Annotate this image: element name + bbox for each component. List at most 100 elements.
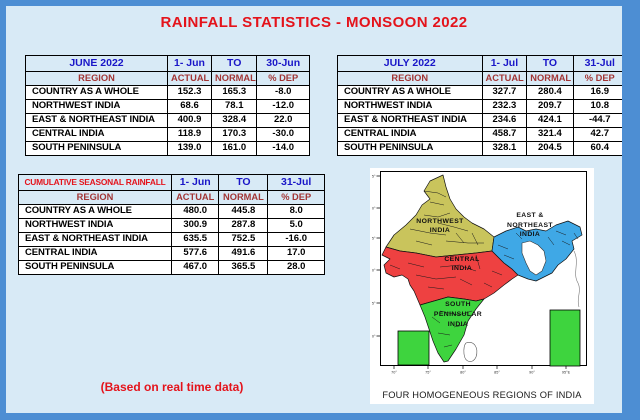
lat-tick-label: 35° [372,175,376,179]
label-central-line2: INDIA [452,265,473,272]
rainfall-table-july: JULY 2022 1- Jul TO 31-Jul REGION ACTUAL… [337,55,622,156]
rainfall-table-june: JUNE 2022 1- Jun TO 30-Jun REGION ACTUAL… [25,55,310,156]
label-south-line1: SOUTH [445,301,471,308]
label-northwest-line1: NORTHWEST [416,218,464,225]
lat-tick-label: 30° [372,207,376,211]
table-row: EAST & NORTHEAST INDIA 234.6 424.1 -44.7 [337,113,622,128]
label-east-line3: INDIA [520,231,541,238]
normal-cell: 752.5 [218,232,269,247]
lon-tick-label: 80° [460,371,466,375]
dep-cell: 10.8 [572,99,622,114]
dep-cell: 42.7 [572,127,622,142]
region-south-shape [419,296,485,363]
label-east-line1: EAST & [516,212,543,219]
actual-cell: 152.3 [166,85,213,100]
label-northwest-line2: INDIA [430,227,451,234]
col-actual: ACTUAL [170,190,220,205]
table-row: SOUTH PENINSULA 328.1 204.5 60.4 [337,141,622,156]
region-cell: EAST & NORTHEAST INDIA [337,113,483,128]
region-cell: NORTHWEST INDIA [25,99,168,114]
lon-tick-label: 75° [425,371,431,375]
date-to: 30-Jun [256,55,310,72]
period-label: JUNE 2022 [25,55,168,72]
table-row: NORTHWEST INDIA 68.6 78.1 -12.0 [25,99,310,114]
lon-tick-label: 90° [529,371,535,375]
table-period-row: JULY 2022 1- Jul TO 31-Jul [337,55,622,72]
lon-ticks [393,365,567,369]
table-row: EAST & NORTHEAST INDIA 635.5 752.5 -16.0 [18,232,325,247]
table-row: CENTRAL INDIA 118.9 170.3 -30.0 [25,127,310,142]
lakshadweep-inset-box [397,330,430,366]
table-row: CENTRAL INDIA 458.7 321.4 42.7 [337,127,622,142]
rainfall-table-cumulative: CUMULATIVE SEASONAL RAINFALL 1- Jun TO 3… [18,174,325,275]
actual-cell: 68.6 [166,99,213,114]
lat-tick-label: 20° [372,269,376,273]
col-normal: NORMAL [218,190,269,205]
date-to: 31-Jul [572,55,622,72]
srilanka-outline [463,342,478,362]
actual-cell: 234.6 [481,113,528,128]
actual-cell: 300.9 [170,218,220,233]
dep-cell: 16.9 [572,85,622,100]
table-header-row: REGION ACTUAL NORMAL % DEP [18,190,325,205]
dep-cell: 17.0 [267,246,325,261]
normal-cell: 209.7 [526,99,574,114]
table-row: COUNTRY AS A WHOLE 327.7 280.4 16.9 [337,85,622,100]
period-label: CUMULATIVE SEASONAL RAINFALL [18,174,172,191]
normal-cell: 165.3 [211,85,258,100]
region-cell: CENTRAL INDIA [25,127,168,142]
date-to: 31-Jul [267,174,325,191]
period-label: JULY 2022 [337,55,483,72]
normal-cell: 424.1 [526,113,574,128]
actual-cell: 577.6 [170,246,220,261]
actual-cell: 232.3 [481,99,528,114]
table-row: COUNTRY AS A WHOLE 152.3 165.3 -8.0 [25,85,310,100]
normal-cell: 280.4 [526,85,574,100]
bangladesh-outline [521,240,547,276]
col-region: REGION [18,190,172,205]
table-row: SOUTH PENINSULA 139.0 161.0 -14.0 [25,141,310,156]
page-title: RAINFALL STATISTICS - MONSOON 2022 [160,14,468,31]
dep-cell: -14.0 [256,141,310,156]
map-caption: FOUR HOMOGENEOUS REGIONS OF INDIA [382,390,582,400]
dep-cell: 22.0 [256,113,310,128]
dep-cell: 5.0 [267,218,325,233]
footnote: (Based on real time data) [100,380,244,394]
date-from: 1- Jun [166,55,213,72]
actual-cell: 635.5 [170,232,220,247]
normal-cell: 491.6 [218,246,269,261]
table-row: EAST & NORTHEAST INDIA 400.9 328.4 22.0 [25,113,310,128]
actual-cell: 480.0 [170,204,220,219]
region-cell: COUNTRY AS A WHOLE [18,204,172,219]
dep-cell: 60.4 [572,141,622,156]
table-row: COUNTRY AS A WHOLE 480.0 445.8 8.0 [18,204,325,219]
dep-cell: -12.0 [256,99,310,114]
region-cell: NORTHWEST INDIA [337,99,483,114]
lat-tick-label: 15° [372,302,376,306]
normal-cell: 445.8 [218,204,269,219]
col-region: REGION [337,71,483,86]
state-borders-south [431,310,473,348]
region-cell: NORTHWEST INDIA [18,218,172,233]
table-period-row: CUMULATIVE SEASONAL RAINFALL 1- Jun TO 3… [18,174,325,191]
table-row: SOUTH PENINSULA 467.0 365.5 28.0 [18,260,325,275]
dep-cell: -16.0 [267,232,325,247]
normal-cell: 365.5 [218,260,269,275]
actual-cell: 328.1 [481,141,528,156]
region-cell: SOUTH PENINSULA [18,260,172,275]
normal-cell: 287.8 [218,218,269,233]
actual-cell: 118.9 [166,127,213,142]
state-borders-northwest [409,190,484,246]
normal-cell: 321.4 [526,127,574,142]
actual-cell: 400.9 [166,113,213,128]
normal-cell: 328.4 [211,113,258,128]
lon-tick-label: 70° [391,371,397,375]
region-cell: CENTRAL INDIA [18,246,172,261]
myanmar-coast-outline [573,250,580,308]
dep-cell: -8.0 [256,85,310,100]
table-header-row: REGION ACTUAL NORMAL % DEP [337,71,622,86]
label-central-line1: CENTRAL [444,256,479,263]
india-regions-map-panel: 35° 30° 25° 20° 15° 10° 70° 75° 80° 85° … [370,168,594,404]
region-cell: SOUTH PENINSULA [25,141,168,156]
